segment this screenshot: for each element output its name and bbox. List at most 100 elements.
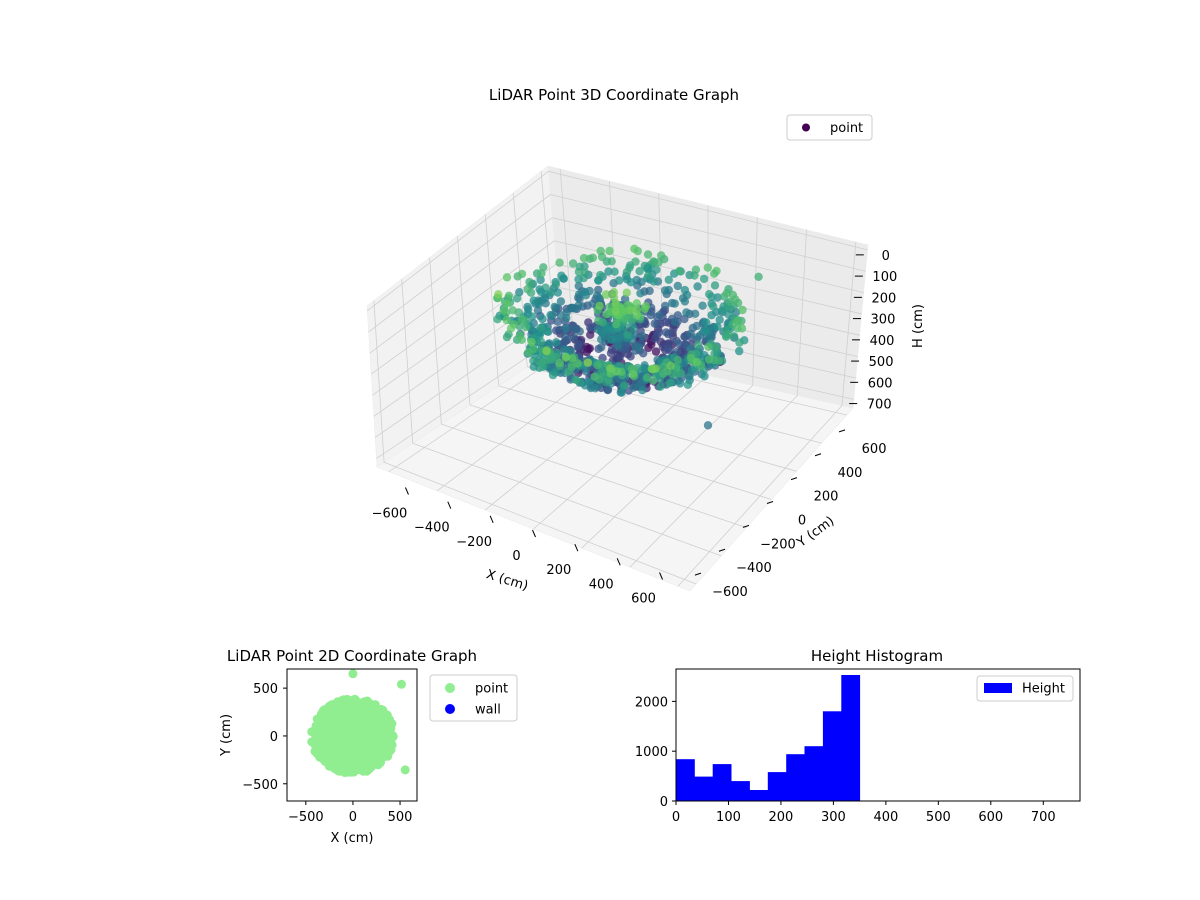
chart-3d-point: [660, 286, 670, 295]
chart-2d-point: [348, 669, 358, 679]
chart-3d-point: [661, 301, 670, 311]
chart-2d-xtick-label: 0: [349, 810, 357, 825]
chart-hist-frame: [675, 668, 1081, 802]
chart-3d-point: [656, 382, 665, 391]
chart-3d-point: [594, 316, 603, 325]
chart-3d-ztick-label: 600: [868, 376, 893, 391]
chart-3d-point: [735, 338, 744, 347]
chart-3d-point: [610, 267, 619, 276]
chart-hist-ytick-label: 1000: [635, 745, 668, 760]
chart-3d-point: [571, 375, 580, 384]
chart-3d-point: [555, 358, 564, 368]
chart-3d-point: [700, 372, 709, 381]
chart-3d-ytick-mark: [718, 548, 726, 552]
chart-3d-point: [612, 320, 621, 329]
chart-3d-point: [574, 267, 584, 277]
chart-2d-title: LiDAR Point 2D Coordinate Graph: [227, 647, 477, 665]
chart-hist-xtick-label: 0: [672, 810, 680, 825]
chart-3d-point: [693, 282, 702, 291]
chart-hist-ticks: 0 100 200 300 400 500 600 700 0 1000 2000: [635, 695, 1056, 825]
chart-3d-point: [646, 311, 655, 320]
chart-3d-point: [651, 347, 661, 356]
chart-2d-point: [381, 714, 391, 724]
chart-3d-point: [607, 257, 616, 266]
chart-3d-point: [561, 324, 571, 333]
chart-2d-point: [315, 721, 325, 731]
chart-3d-point: [568, 259, 578, 268]
chart-3d-point: [533, 306, 543, 315]
chart-2d-point: [337, 696, 347, 706]
chart-hist-bar: [676, 759, 695, 801]
chart-hist-ytick-label: 0: [660, 795, 668, 810]
chart-hist-xtick-label: 600: [978, 810, 1003, 825]
chart-hist-bar: [786, 754, 805, 801]
chart-3d-point: [604, 267, 613, 276]
chart-3d-point: [638, 332, 647, 341]
chart-2d-point: [340, 768, 350, 777]
chart-3d-point: [561, 352, 570, 361]
chart-3d-point: [659, 369, 668, 378]
chart-3d-point: [715, 315, 724, 324]
chart-3d-ytick-mark: [766, 501, 774, 504]
chart-3d-xtick-mark: [616, 558, 621, 566]
chart-3d-point: [523, 285, 532, 294]
chart-3d-pane-floor: [376, 342, 854, 592]
chart-3d-grid-left-z-3: [370, 240, 555, 375]
chart-2d-point: [321, 708, 331, 718]
chart-3d-grid-floor-y-3: [469, 404, 772, 500]
chart-2d-legend: point wall: [429, 674, 518, 722]
chart-3d-ztick-label: 400: [870, 334, 895, 349]
chart-3d-point: [622, 267, 632, 277]
chart-3d-point: [529, 296, 538, 305]
chart-2d-point: [376, 757, 385, 767]
chart-3d-point: [657, 251, 666, 260]
chart-3d-ytick-mark: [694, 572, 702, 576]
chart-hist-bar: [822, 711, 842, 801]
chart-3d-point: [675, 379, 685, 388]
chart-2d-ytick-label: −500: [242, 778, 278, 793]
chart-3d-point: [548, 370, 558, 380]
chart-3d-point: [512, 294, 522, 303]
chart-3d-point: [569, 333, 579, 342]
chart-3d-grid-left-z-0: [367, 170, 549, 312]
chart-3d-point: [670, 318, 680, 327]
chart-3d-grid-left-y-4: [484, 214, 500, 386]
chart-3d-point: [502, 316, 511, 325]
chart-3d-point: [738, 305, 747, 315]
chart-2d-point: [385, 738, 395, 748]
chart-3d-point: [546, 310, 555, 320]
chart-3d-point: [664, 329, 673, 339]
chart-3d-point: [713, 322, 722, 331]
chart-2d-point: [318, 751, 328, 761]
chart-3d-point: [613, 341, 622, 350]
chart-2d-point: [311, 742, 321, 752]
chart-hist-xtick-label: 700: [1031, 810, 1056, 825]
chart-3d-point: [593, 361, 602, 370]
chart-3d-point: [640, 365, 649, 374]
chart-hist-bar: [767, 772, 787, 801]
chart-3d-point: [649, 257, 658, 266]
chart-3d-point: [691, 309, 700, 318]
chart-3d-xtick-mark: [404, 487, 409, 495]
chart-3d-point: [570, 304, 580, 313]
chart-3d-title: LiDAR Point 3D Coordinate Graph: [489, 86, 739, 104]
chart-3d-point: [626, 352, 635, 361]
chart-hist-bar: [841, 675, 861, 801]
chart-3d-point: [614, 333, 624, 343]
chart-3d-point: [553, 288, 562, 297]
chart-3d-point: [652, 265, 661, 274]
chart-3d-point: [661, 317, 670, 327]
chart-3d-xtick-label: −400: [414, 521, 450, 536]
chart-3d-point: [737, 324, 747, 333]
chart-3d-point: [690, 271, 699, 280]
chart-3d-point: [640, 261, 649, 271]
chart-3d-point: [586, 323, 595, 332]
chart-3d-point: [594, 276, 603, 285]
chart-3d-point: [625, 306, 635, 315]
chart-3d-point: [597, 335, 606, 344]
chart-3d-point: [527, 312, 537, 321]
chart-3d-grid-back-x-0: [559, 168, 575, 346]
chart-3d-point: [579, 273, 588, 283]
chart-3d-point: [517, 315, 527, 324]
